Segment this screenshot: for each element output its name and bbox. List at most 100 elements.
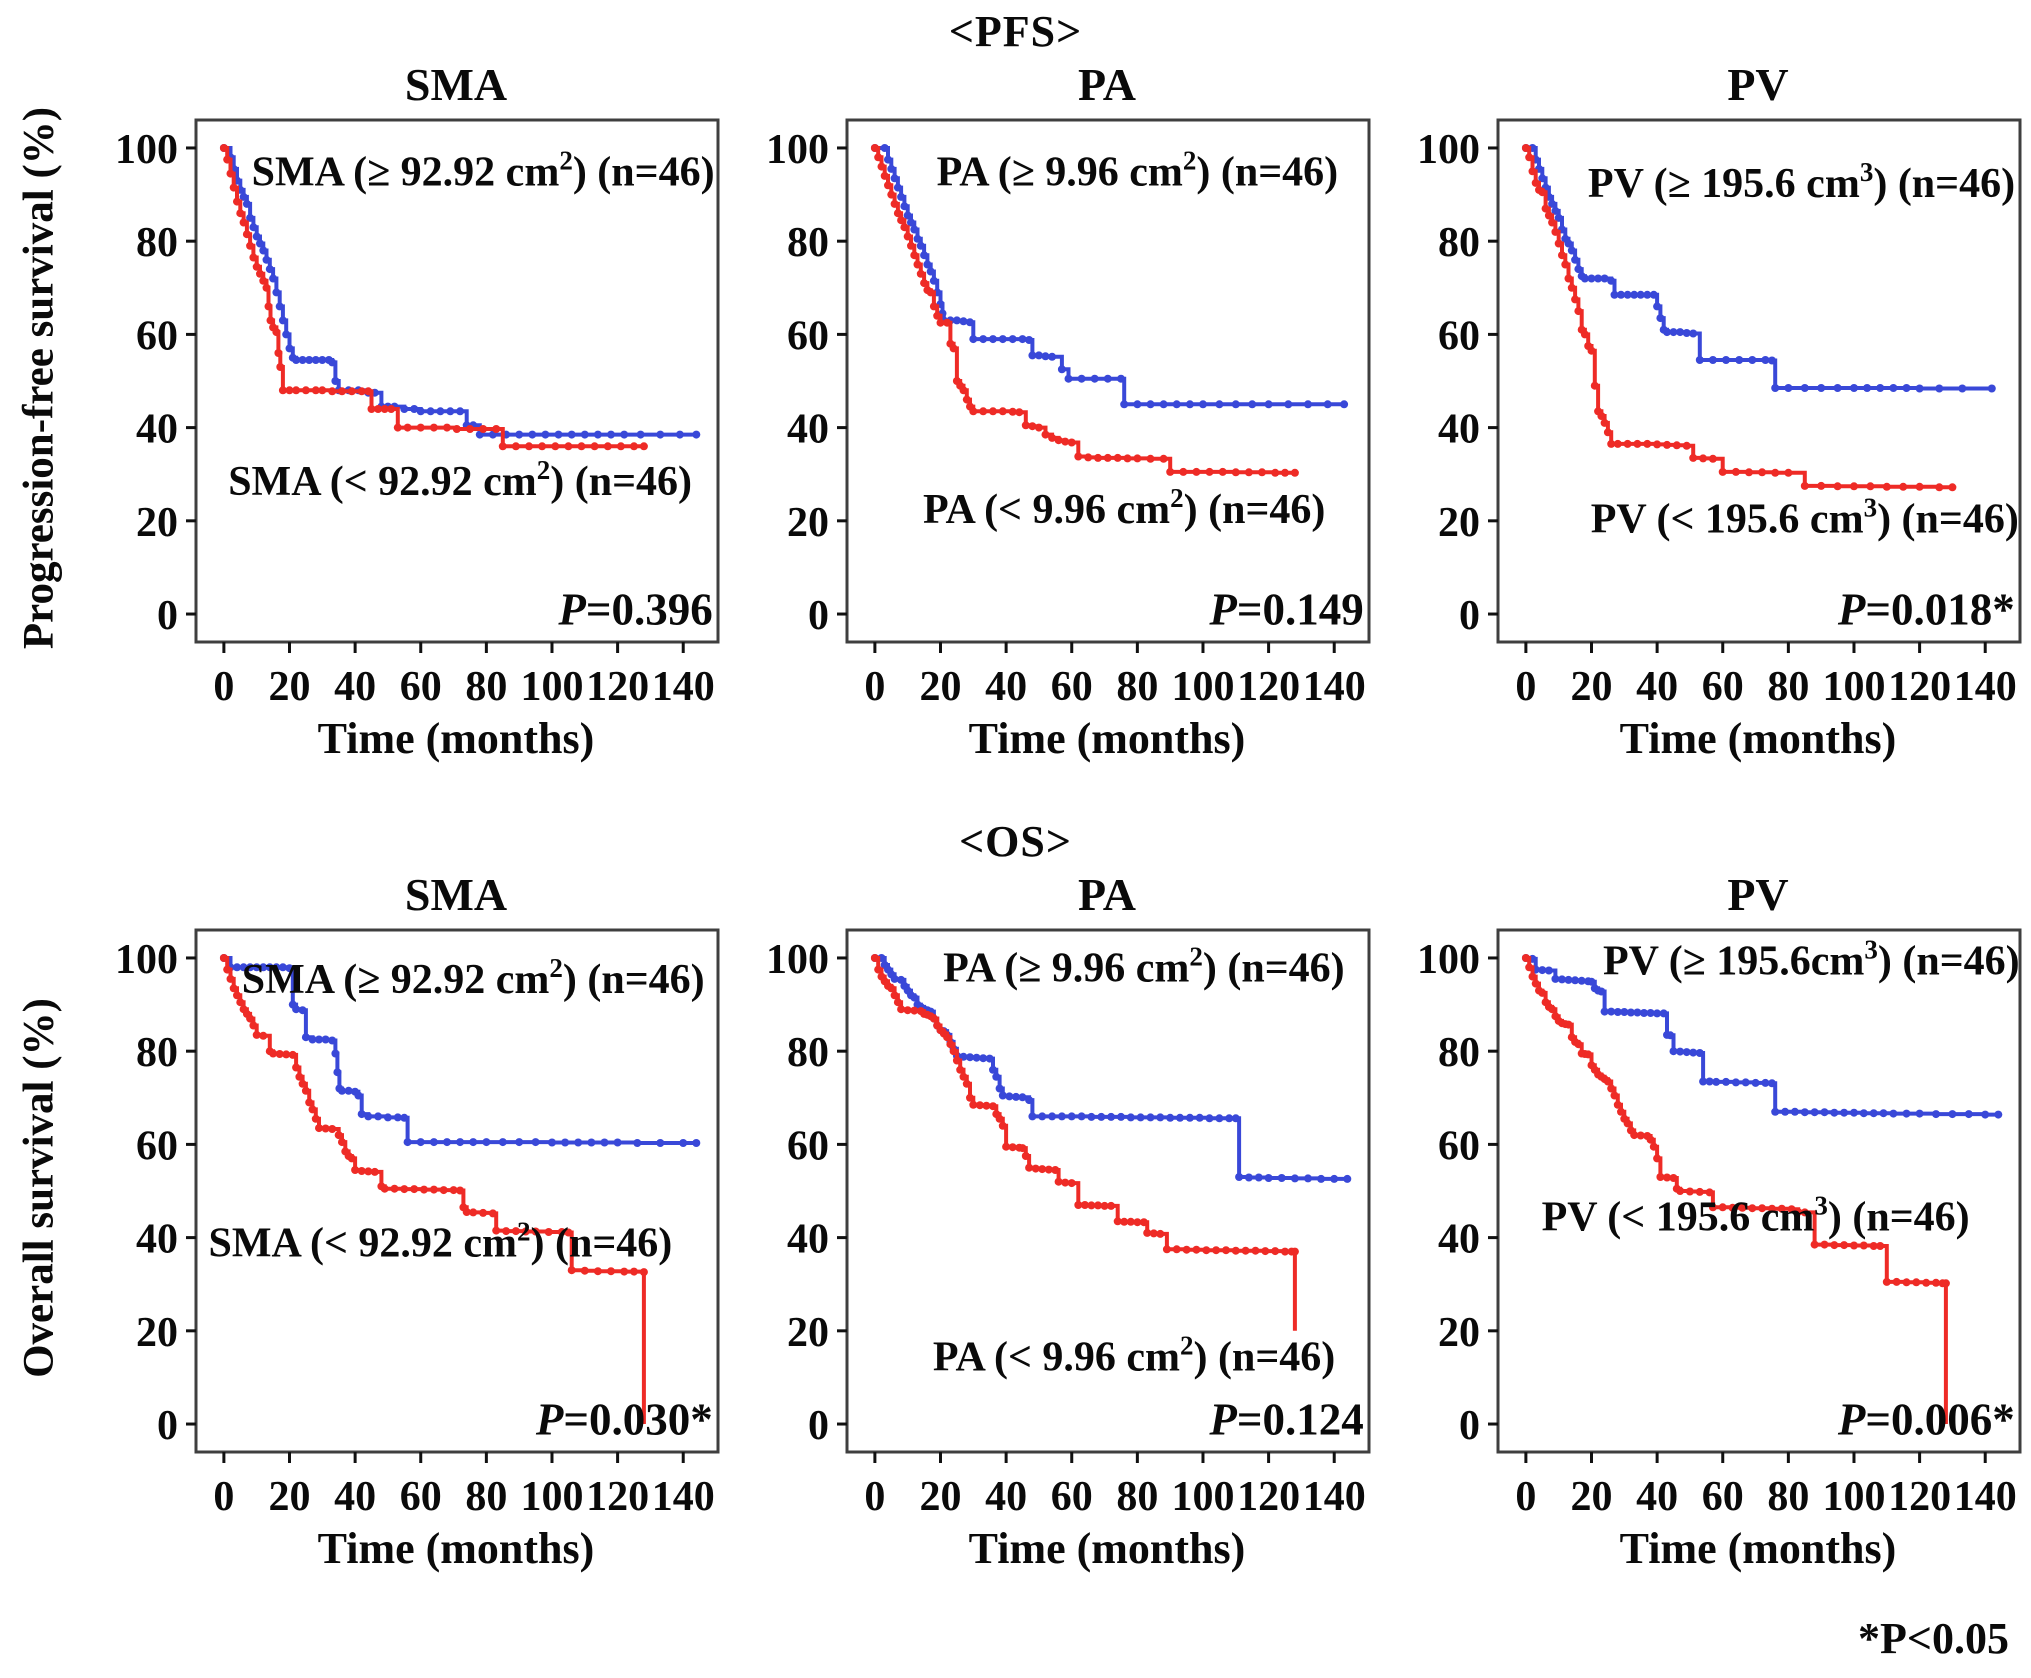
censor-dot-low bbox=[429, 423, 438, 432]
censor-dot-high bbox=[1741, 1078, 1750, 1087]
censor-dot-high bbox=[1567, 246, 1576, 255]
censor-dot-low bbox=[308, 1105, 317, 1114]
censor-dot-high bbox=[305, 356, 314, 364]
censor-dot-high bbox=[1607, 276, 1616, 285]
censor-dot-low bbox=[1271, 1247, 1280, 1256]
censor-dot-high bbox=[1041, 352, 1050, 361]
x-tick-label: 100 bbox=[1822, 1474, 1885, 1520]
censor-dot-low bbox=[276, 363, 285, 371]
censor-dot-low bbox=[498, 442, 507, 451]
censor-dot-high bbox=[1577, 976, 1586, 985]
censor-dot-high bbox=[436, 407, 445, 416]
censor-dot-high bbox=[482, 1138, 491, 1147]
y-tick-label: 100 bbox=[766, 127, 829, 173]
censor-dot-high bbox=[1077, 1112, 1086, 1121]
censor-dot-low bbox=[1531, 178, 1540, 187]
censor-dot-high bbox=[1034, 351, 1043, 360]
censor-dot-low bbox=[338, 1138, 346, 1147]
censor-dot-low bbox=[1571, 295, 1580, 304]
censor-dot-high bbox=[1008, 335, 1017, 344]
censor-dot-high bbox=[1833, 384, 1842, 392]
censor-dot-low bbox=[1708, 454, 1717, 463]
censor-dot-low bbox=[903, 1006, 912, 1015]
censor-dot-low bbox=[334, 1131, 343, 1140]
censor-dot-high bbox=[1264, 400, 1273, 409]
censor-dot-high bbox=[966, 318, 974, 327]
censor-dot-high bbox=[1551, 974, 1560, 983]
censor-dot-high bbox=[239, 963, 248, 972]
censor-dot-high bbox=[1902, 1109, 1911, 1118]
censor-dot-high bbox=[897, 192, 906, 201]
censor-dot-low bbox=[469, 1208, 478, 1217]
censor-dot-low bbox=[278, 386, 287, 395]
pfs-pv-x-axis-label: Time (months) bbox=[1619, 714, 1897, 763]
censor-dot-low bbox=[1810, 1240, 1819, 1249]
km-curve-low bbox=[1525, 956, 1948, 1424]
censor-dot-high bbox=[1810, 1108, 1819, 1117]
pfs-sma-cell: SMA 0 20 40 60 80 100 0 20 40 60 80 100 120 140 SMA (≥… bbox=[78, 58, 729, 770]
censor-dot-high bbox=[1120, 400, 1129, 409]
os-pv-x-axis-label: Time (months) bbox=[1619, 1524, 1897, 1573]
os-section: <OS> Overall survival (%) SMA 0 20 40 60 80 1… bbox=[0, 810, 2031, 1580]
censor-dot-high bbox=[528, 430, 537, 439]
censor-dot-low bbox=[900, 223, 909, 232]
censor-dot-low bbox=[242, 230, 251, 239]
censor-dot-low bbox=[1574, 307, 1583, 316]
censor-dot-low bbox=[1718, 467, 1727, 476]
pfs-pa-title: PA bbox=[1078, 59, 1136, 110]
censor-dot-high bbox=[1817, 384, 1826, 392]
censor-dot-low bbox=[416, 423, 425, 432]
censor-dot-low bbox=[272, 328, 281, 337]
censor-dot-low bbox=[347, 1154, 356, 1163]
censor-dot-high bbox=[900, 202, 909, 211]
censor-dot-low bbox=[564, 442, 573, 451]
plot-border bbox=[1496, 118, 2022, 644]
censor-dot-low bbox=[347, 387, 356, 396]
censor-dot-low bbox=[936, 318, 945, 327]
censor-dot-high bbox=[469, 1138, 478, 1147]
censor-dot-high bbox=[554, 430, 563, 439]
censor-dot-high bbox=[1761, 1078, 1770, 1087]
censor-dot-high bbox=[541, 430, 550, 439]
censor-dot-high bbox=[1090, 374, 1099, 383]
censor-dot-low bbox=[301, 386, 310, 395]
censor-dot-low bbox=[1531, 979, 1540, 988]
censor-dot-high bbox=[338, 1086, 346, 1095]
censor-dot-low bbox=[420, 1185, 428, 1194]
censor-dot-high bbox=[884, 155, 892, 164]
censor-dot-high bbox=[1708, 356, 1717, 364]
os-pa-cell: PA 0 20 40 60 80 100 0 20 40 60 80 100 120 140 PA (≥ 9… bbox=[729, 868, 1380, 1580]
censor-dot-high bbox=[275, 302, 284, 311]
censor-dot-high bbox=[456, 407, 465, 416]
censor-dot-low bbox=[913, 260, 922, 269]
censor-dot-high bbox=[1640, 1009, 1648, 1017]
censor-dot-low bbox=[511, 442, 520, 451]
os-pa-title: PA bbox=[1078, 869, 1136, 920]
censor-dot-low bbox=[943, 1033, 952, 1042]
censor-dot-low bbox=[1120, 1217, 1129, 1226]
censor-dot-high bbox=[1199, 400, 1207, 409]
censor-dot-high bbox=[1323, 400, 1332, 409]
censor-dot-high bbox=[328, 358, 337, 367]
y-tick-label: 40 bbox=[136, 407, 178, 453]
censor-dot-high bbox=[1676, 1047, 1685, 1056]
censor-dot-low bbox=[1941, 1279, 1950, 1288]
pfs-section-heading: <PFS> bbox=[948, 7, 1083, 56]
censor-dot-high bbox=[285, 344, 294, 353]
censor-dot-high bbox=[1620, 1008, 1629, 1016]
censor-dot-low bbox=[989, 407, 997, 416]
x-tick-label: 20 bbox=[920, 664, 962, 710]
censor-dot-high bbox=[1195, 1113, 1204, 1122]
p-value-label: P=0.018* bbox=[1837, 584, 2015, 634]
censor-dot-high bbox=[989, 335, 997, 344]
censor-dot-high bbox=[298, 356, 307, 364]
censor-dot-high bbox=[1317, 1174, 1326, 1183]
censor-dot-high bbox=[265, 265, 274, 274]
plot-border bbox=[845, 928, 1371, 1454]
censor-dot-high bbox=[1781, 1107, 1790, 1116]
censor-dot-low bbox=[1653, 1154, 1662, 1163]
censor-dot-high bbox=[272, 288, 281, 297]
x-tick-label: 0 bbox=[864, 1474, 885, 1520]
censor-dot-high bbox=[233, 963, 241, 972]
censor-dot-low bbox=[1551, 227, 1560, 236]
